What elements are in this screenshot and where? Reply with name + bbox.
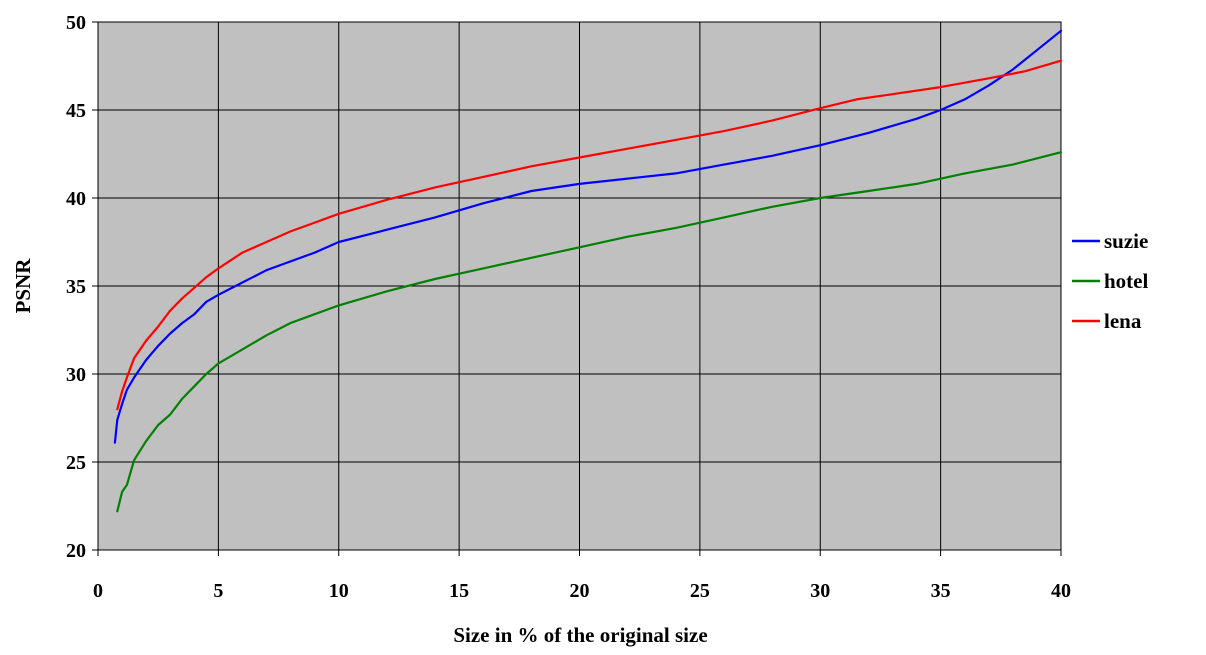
x-tick-label: 5 bbox=[213, 580, 223, 602]
y-tick-label: 45 bbox=[66, 100, 86, 122]
series-line-lena bbox=[116, 59, 1063, 411]
series-line-suzie bbox=[113, 29, 1063, 444]
legend-label-suzie: suzie bbox=[1104, 229, 1148, 253]
x-tick-label: 20 bbox=[570, 580, 590, 602]
y-tick-label: 25 bbox=[66, 452, 86, 474]
x-tick-label: 0 bbox=[93, 580, 103, 602]
y-tick-label: 20 bbox=[66, 540, 86, 562]
series-line-hotel bbox=[116, 151, 1063, 513]
x-tick-label: 25 bbox=[690, 580, 710, 602]
y-tick-label: 40 bbox=[66, 188, 86, 210]
x-axis-title: Size in % of the original size bbox=[453, 623, 707, 647]
x-tick-label: 30 bbox=[810, 580, 830, 602]
legend-label-lena: lena bbox=[1104, 309, 1142, 333]
y-axis-title: PSNR bbox=[11, 258, 35, 314]
y-tick-label: 35 bbox=[66, 276, 86, 298]
x-tick-label: 40 bbox=[1051, 580, 1071, 602]
x-tick-label: 10 bbox=[329, 580, 349, 602]
x-tick-label: 15 bbox=[449, 580, 469, 602]
y-tick-label: 30 bbox=[66, 364, 86, 386]
x-tick-label: 35 bbox=[931, 580, 951, 602]
y-tick-label: 50 bbox=[66, 12, 86, 34]
legend-label-hotel: hotel bbox=[1104, 269, 1148, 293]
